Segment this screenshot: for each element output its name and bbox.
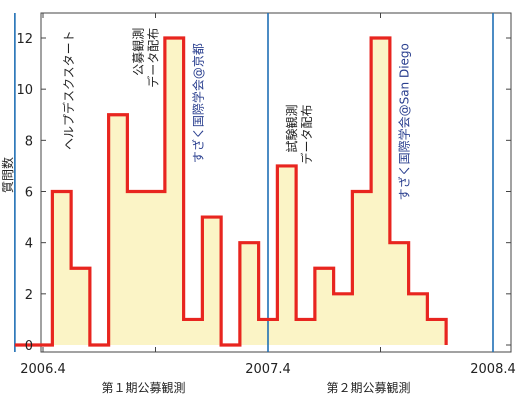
y-tick-labels: 0 2 4 6 8 10 12 [16, 32, 33, 354]
annotation: すざく国際学会@San Diego [397, 43, 412, 200]
annotations: ヘルプデスクスタート 公募観測 データ配布 すざく国際学会@京都 試験観測 データ配布 すざ… [61, 28, 412, 201]
annotation-text: 試験観測 [284, 105, 299, 153]
x-tick-label: 2006.4 [20, 362, 66, 377]
x-tick-label: 2007.4 [245, 362, 291, 377]
period-label: 第１期公募観測 [101, 381, 185, 395]
plot-border [40, 12, 512, 353]
y-tick-label: 6 [25, 186, 33, 201]
y-axis-label: 質問数 [0, 157, 15, 193]
annotation-text: ヘルプデスクスタート [61, 30, 76, 150]
annotation-text: すざく国際学会@San Diego [397, 43, 412, 200]
annotation: 試験観測 データ配布 [284, 105, 314, 165]
period-label: 第２期公募観測 [326, 381, 410, 395]
period-markers [14, 13, 494, 352]
annotation: 公募観測 データ配布 [131, 28, 160, 88]
histogram-line [14, 36, 448, 347]
x-tick-label: 2008.4 [470, 362, 516, 377]
y-tick-label: 12 [16, 32, 33, 47]
x-tick-labels: 2006.4 2007.4 2008.4 [20, 362, 516, 377]
y-tick-label: 10 [16, 83, 33, 98]
annotation-text: データ配布 [145, 28, 160, 88]
y-tick-label: 0 [25, 339, 33, 354]
histogram-area [14, 38, 447, 345]
y-tick-label: 2 [25, 288, 33, 303]
annotation-text: すざく国際学会@京都 [190, 43, 205, 163]
histogram-step-line [14, 36, 448, 347]
y-tick-label: 8 [25, 134, 33, 149]
histogram-fill [14, 38, 447, 345]
annotation-text: 公募観測 [131, 28, 145, 76]
annotation-text: データ配布 [299, 105, 314, 165]
y-tick-label: 4 [25, 237, 33, 252]
annotation: すざく国際学会@京都 [190, 43, 205, 163]
plot-frame [40, 12, 512, 353]
annotation: ヘルプデスクスタート [61, 30, 76, 150]
period-labels: 第１期公募観測 第２期公募観測 [101, 381, 410, 395]
